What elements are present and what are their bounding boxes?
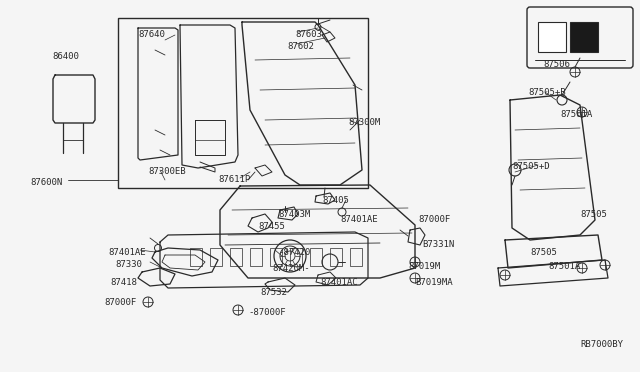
Text: 87505+D: 87505+D — [512, 162, 550, 171]
Text: 87401AE: 87401AE — [108, 248, 146, 257]
Text: 87602: 87602 — [287, 42, 314, 51]
Text: 87611P: 87611P — [218, 175, 250, 184]
Bar — [350, 248, 362, 266]
Bar — [310, 248, 322, 266]
Text: 87401AE: 87401AE — [340, 215, 378, 224]
Text: 87403M: 87403M — [278, 210, 310, 219]
Text: B7331N: B7331N — [422, 240, 454, 249]
Text: 87501A: 87501A — [548, 262, 580, 271]
Text: 87505+B: 87505+B — [528, 88, 566, 97]
Text: -87420: -87420 — [278, 248, 310, 257]
Text: 87532: 87532 — [260, 288, 287, 297]
Text: 87418: 87418 — [110, 278, 137, 287]
Text: 87603: 87603 — [295, 30, 322, 39]
Bar — [270, 248, 282, 266]
Bar — [538, 22, 566, 52]
Bar — [230, 248, 242, 266]
Bar — [330, 248, 342, 266]
Text: 87455: 87455 — [258, 222, 285, 231]
Bar — [118, 18, 368, 188]
Bar — [210, 248, 222, 266]
Text: 87501A: 87501A — [560, 110, 592, 119]
Text: 87506: 87506 — [543, 60, 570, 69]
Text: 87300EB: 87300EB — [148, 167, 186, 176]
Bar — [250, 248, 262, 266]
Text: 87640: 87640 — [138, 30, 165, 39]
Bar — [290, 248, 302, 266]
Text: 87000F: 87000F — [418, 215, 451, 224]
Text: 87000F: 87000F — [104, 298, 136, 307]
Text: 87401AC: 87401AC — [320, 278, 358, 287]
Text: 87405: 87405 — [322, 196, 349, 205]
Text: 87420M-: 87420M- — [272, 264, 310, 273]
Text: 87330: 87330 — [115, 260, 142, 269]
Text: 87019M: 87019M — [408, 262, 440, 271]
Text: 87300M: 87300M — [348, 118, 380, 127]
Text: 87505: 87505 — [530, 248, 557, 257]
Text: 86400: 86400 — [52, 52, 79, 61]
Text: B7019MA: B7019MA — [415, 278, 452, 287]
Bar — [190, 248, 202, 266]
Text: 87600N: 87600N — [30, 178, 62, 187]
Text: RB7000BY: RB7000BY — [580, 340, 623, 349]
Text: 87505: 87505 — [580, 210, 607, 219]
Bar — [570, 22, 598, 52]
Text: -87000F: -87000F — [248, 308, 285, 317]
